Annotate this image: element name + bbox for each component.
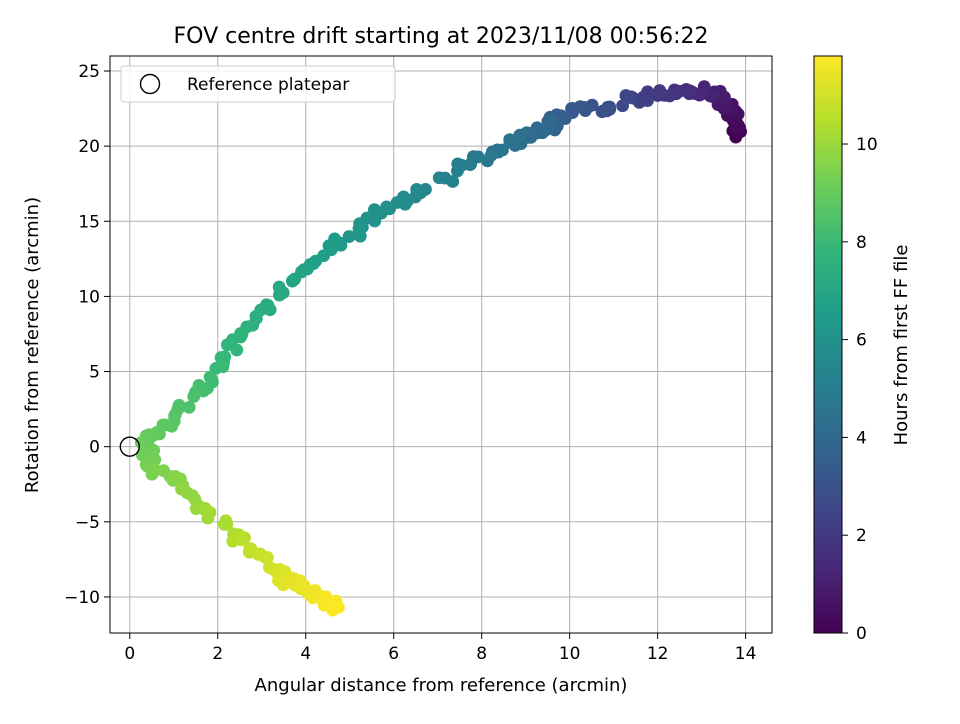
data-point bbox=[616, 99, 629, 113]
data-point bbox=[230, 343, 244, 357]
legend: Reference platepar bbox=[120, 65, 396, 103]
x-ticks: 0 2 4 6 8 10 12 14 bbox=[124, 633, 756, 664]
x-tick-label: 12 bbox=[647, 644, 669, 664]
data-point bbox=[653, 84, 667, 97]
y-axis-label: Rotation from reference (arcmin) bbox=[22, 197, 43, 493]
colorbar bbox=[813, 55, 843, 634]
data-point bbox=[353, 229, 367, 243]
y-ticks: −10 −5 0 5 10 15 20 25 bbox=[64, 62, 110, 608]
x-tick-label: 6 bbox=[388, 644, 399, 664]
x-tick-label: 14 bbox=[735, 644, 757, 664]
chart-title: FOV centre drift starting at 2023/11/08 … bbox=[174, 24, 709, 49]
data-point bbox=[219, 514, 233, 528]
data-point bbox=[368, 203, 381, 217]
x-tick-label: 8 bbox=[476, 644, 487, 664]
colorbar-tick-label: 8 bbox=[856, 233, 867, 253]
x-tick-label: 2 bbox=[212, 644, 223, 664]
data-point bbox=[218, 350, 232, 364]
x-axis-label: Angular distance from reference (arcmin) bbox=[255, 675, 628, 696]
data-point bbox=[220, 338, 234, 352]
data-point bbox=[235, 327, 249, 341]
colorbar-tick-label: 10 bbox=[856, 135, 878, 155]
colorbar-tick-label: 0 bbox=[856, 624, 867, 644]
data-point bbox=[260, 551, 274, 564]
reference-platepar-marker bbox=[119, 436, 140, 457]
legend-reference-marker bbox=[139, 73, 161, 95]
colorbar-tick-label: 2 bbox=[856, 526, 867, 546]
data-point bbox=[503, 133, 517, 147]
data-point bbox=[175, 482, 188, 496]
data-point bbox=[577, 100, 591, 114]
y-tick-label: 5 bbox=[89, 363, 100, 383]
x-tick-label: 0 bbox=[124, 644, 135, 664]
data-point bbox=[342, 230, 356, 243]
data-point bbox=[234, 533, 248, 547]
y-tick-label: 15 bbox=[78, 212, 100, 232]
x-tick-label: 10 bbox=[559, 644, 581, 664]
plot-frame bbox=[109, 55, 773, 634]
data-point bbox=[134, 436, 148, 449]
data-point bbox=[288, 272, 302, 286]
data-point bbox=[203, 505, 217, 519]
data-point bbox=[595, 105, 609, 119]
y-tick-label: −10 bbox=[64, 588, 100, 608]
data-point bbox=[410, 183, 424, 196]
x-tick-label: 4 bbox=[300, 644, 311, 664]
data-point bbox=[332, 600, 345, 614]
data-point bbox=[451, 164, 464, 178]
colorbar-ticks: 0 2 4 6 8 10 bbox=[842, 135, 878, 644]
colorbar-label: Hours from first FF file bbox=[891, 245, 912, 446]
data-point bbox=[187, 390, 201, 403]
data-point bbox=[380, 200, 393, 214]
y-tick-label: −5 bbox=[75, 513, 100, 533]
legend-label: Reference platepar bbox=[187, 75, 349, 95]
grid bbox=[110, 56, 772, 633]
data-point bbox=[432, 171, 446, 185]
colorbar-tick-label: 6 bbox=[856, 331, 867, 351]
data-point bbox=[273, 288, 286, 302]
colorbar-tick-label: 4 bbox=[856, 428, 867, 448]
y-tick-label: 20 bbox=[78, 137, 100, 157]
scatter-points bbox=[134, 80, 748, 617]
y-tick-label: 0 bbox=[89, 438, 100, 458]
y-tick-label: 25 bbox=[78, 62, 100, 82]
data-point bbox=[182, 400, 196, 414]
y-tick-label: 10 bbox=[78, 287, 100, 307]
reference-marker-layer bbox=[119, 436, 140, 457]
legend-box bbox=[120, 65, 396, 103]
data-point bbox=[216, 360, 230, 374]
